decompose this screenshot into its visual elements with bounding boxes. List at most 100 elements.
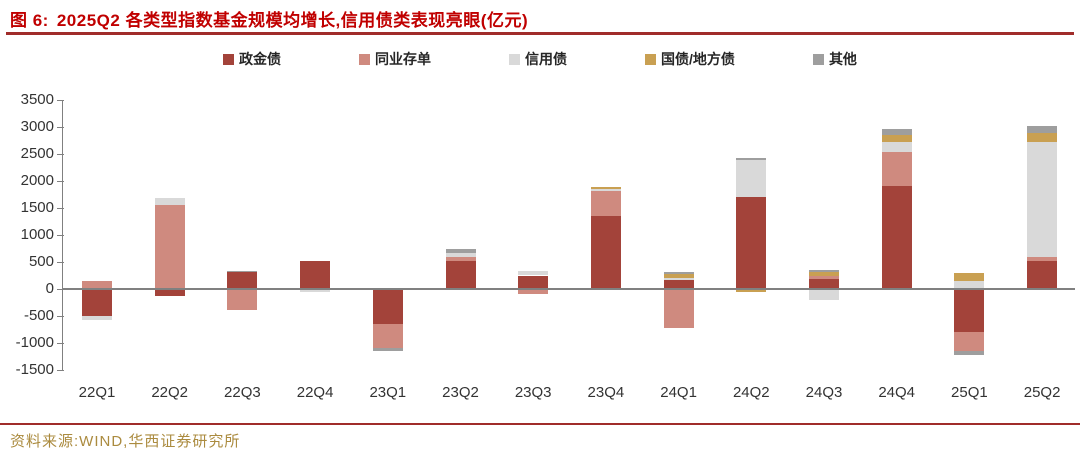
title-rule (6, 32, 1074, 35)
bar-segment (736, 197, 767, 289)
x-axis-label: 22Q1 (78, 384, 116, 401)
y-axis-label: 2500 (20, 145, 54, 162)
legend-label: 信用债 (525, 51, 568, 67)
y-axis-tick (57, 235, 64, 236)
bar-segment (372, 289, 403, 325)
bar-segment (154, 289, 185, 297)
bar-segment (809, 270, 839, 273)
legend-label: 其他 (828, 51, 857, 67)
legend-item: 国债/地方债 (645, 49, 735, 69)
x-axis-label: 24Q1 (660, 384, 697, 401)
bar-segment (954, 289, 985, 333)
y-axis-tick (57, 316, 64, 317)
bar-segment (1027, 133, 1058, 143)
bar-segment (1027, 257, 1058, 261)
bar-segment (590, 186, 621, 189)
legend-label: 同业存单 (375, 51, 432, 67)
y-axis-label: -500 (23, 307, 54, 324)
bar-segment (1027, 260, 1058, 289)
y-axis-label: -1000 (15, 334, 54, 351)
bar-segment (372, 347, 403, 352)
bar-segment (445, 248, 476, 253)
x-axis-label: 23Q2 (442, 384, 479, 401)
x-axis-label: 25Q1 (951, 384, 988, 401)
x-axis-label: 25Q2 (1023, 384, 1061, 401)
y-axis-tick (57, 208, 64, 209)
bar-segment (590, 191, 621, 217)
bar-segment (954, 332, 985, 352)
y-axis-tick (57, 370, 64, 371)
bar-segment (227, 289, 258, 311)
y-axis-tick (57, 343, 64, 344)
bar-segment (82, 289, 112, 316)
zero-line (62, 288, 1075, 290)
x-axis-label: 22Q2 (151, 384, 189, 401)
legend-swatch (223, 53, 235, 65)
bar-segment (227, 270, 258, 272)
source-text: 资料来源:WIND,华西证券研究所 (10, 433, 241, 450)
bar-segment (954, 280, 985, 289)
bar-segment (809, 289, 839, 300)
y-axis-tick (57, 154, 64, 155)
y-axis-label: 1000 (20, 226, 54, 243)
x-axis-label: 24Q3 (805, 384, 843, 401)
x-axis-label: 23Q3 (514, 384, 552, 401)
y-axis-label: 1500 (20, 199, 54, 216)
legend-swatch (812, 53, 824, 65)
bar-segment (663, 289, 694, 328)
figure-title: 图 6: 2025Q2 各类型指数基金规模均增长,信用债类表现亮眼(亿元) (10, 6, 528, 31)
legend-swatch (509, 53, 521, 65)
bar-segment (300, 260, 331, 289)
bar-segment (300, 289, 331, 293)
bar-segment (445, 257, 476, 261)
chart-legend: 政金债 同业存单 信用债 国债/地方债 其他 (0, 49, 1080, 69)
x-axis-label: 23Q1 (369, 384, 407, 401)
y-axis-label: 3000 (20, 118, 54, 135)
bar-segment (154, 198, 185, 205)
bar-segment (663, 279, 694, 289)
bar-segment (445, 252, 476, 258)
figure-title-text: 2025Q2 各类型指数基金规模均增长,信用债类表现亮眼(亿元) (56, 11, 529, 30)
x-axis-label: 23Q4 (587, 384, 625, 401)
bar-segment (663, 274, 694, 279)
bar-segment (590, 188, 621, 192)
bar-segment (954, 351, 985, 355)
y-axis-tick (57, 262, 64, 263)
y-axis-label: 0 (45, 280, 54, 297)
y-axis-label: 2000 (20, 172, 54, 189)
bar-segment (518, 270, 549, 276)
bar-segment (881, 152, 912, 187)
legend-item: 信用债 (509, 49, 567, 69)
bar-segment (809, 276, 839, 279)
x-axis-label: 22Q4 (296, 384, 334, 401)
bar-segment (1027, 142, 1058, 258)
y-axis-tick (57, 100, 64, 101)
x-axis-label: 24Q2 (732, 384, 770, 401)
bar-segment (954, 272, 985, 281)
bar-segment (154, 204, 185, 289)
legend-item: 政金债 (223, 49, 281, 69)
bar-segment (881, 186, 912, 289)
x-axis-label: 24Q4 (878, 384, 916, 401)
chart: 22Q1 22Q2 22Q3 22Q4 23Q1 23Q2 23Q3 23Q4 24Q1 24Q2… (0, 85, 1080, 415)
legend-swatch (645, 53, 657, 65)
footer-rule (0, 423, 1080, 425)
bar-segment (663, 272, 694, 275)
bar-segment (809, 278, 839, 289)
bar-segment (82, 280, 112, 289)
legend-label: 政金债 (239, 51, 282, 67)
legend-swatch (359, 53, 371, 65)
bar-segment (809, 272, 839, 277)
bar-segment (518, 275, 549, 289)
bar-segment (518, 289, 549, 295)
x-axis-label: 22Q3 (224, 384, 261, 401)
legend-item: 同业存单 (359, 49, 431, 69)
bar-segment (445, 260, 476, 289)
y-axis-tick (57, 181, 64, 182)
bar-segment (82, 316, 112, 321)
bar-segment (881, 141, 912, 153)
figure-label: 图 6: (10, 11, 49, 30)
bar-segment (372, 324, 403, 348)
y-axis-tick (57, 127, 64, 128)
bar-segment (881, 134, 912, 142)
